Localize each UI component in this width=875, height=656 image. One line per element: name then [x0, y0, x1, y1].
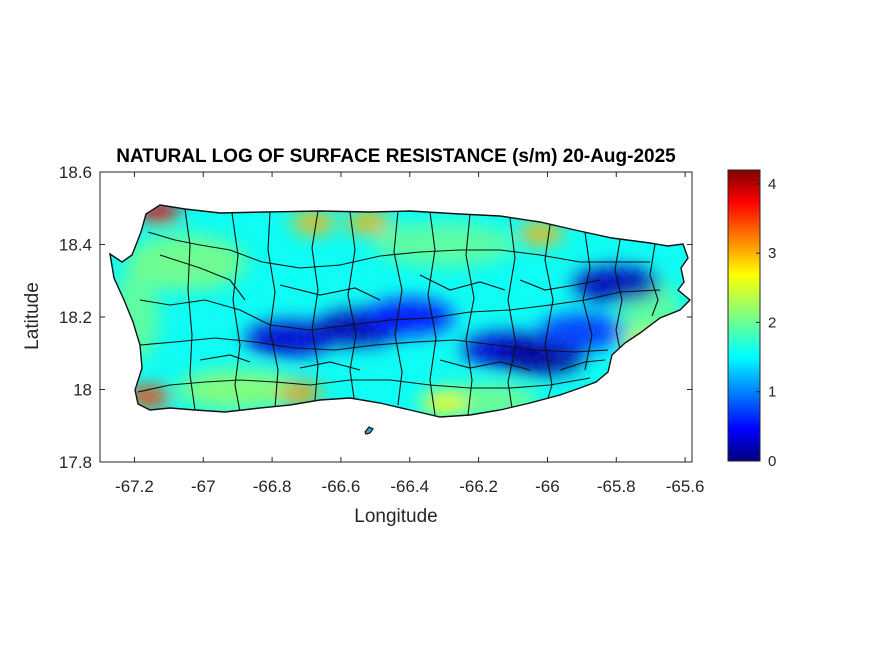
- boundary-line-20: [519, 279, 601, 291]
- x-tick-label: -66.8: [253, 477, 292, 496]
- boundary-line-6: [267, 211, 279, 409]
- boundary-line-23: [559, 359, 606, 371]
- chart-title: NATURAL LOG OF SURFACE RESISTANCE (s/m) …: [116, 146, 676, 167]
- boundary-line-7: [311, 210, 319, 401]
- y-tick-label: 18: [73, 381, 92, 400]
- x-tick-label: -66: [535, 477, 560, 496]
- colorbar-gradient: [727, 169, 761, 462]
- boundary-line-16: [649, 243, 659, 317]
- boundary-line-12: [507, 217, 517, 409]
- x-tick-label: -66.6: [322, 477, 361, 496]
- boundary-line-17: [159, 254, 246, 301]
- x-tick-label: -65.8: [597, 477, 636, 496]
- boundary-line-4: [184, 208, 196, 411]
- colorbar-tick-label: 4: [768, 176, 776, 193]
- x-tick-label: -66.2: [459, 477, 498, 496]
- caja-de-muertos-island: [364, 426, 374, 435]
- x-tick-label: -67.2: [115, 477, 154, 496]
- y-axis: 17.8 18 18.2 18.4 18.6: [59, 163, 692, 472]
- boundary-line-10: [427, 211, 437, 416]
- y-tick-label: 18.6: [59, 163, 92, 182]
- colorbar: 0 1 2 3 4: [727, 169, 776, 470]
- boundary-line-9: [393, 210, 403, 406]
- boundary-line-14: [582, 231, 593, 371]
- boundary-line-5: [231, 212, 241, 413]
- boundary-line-3: [137, 377, 591, 393]
- boundary-line-19: [419, 274, 506, 291]
- colorbar-ticks: 0 1 2 3 4: [756, 176, 776, 470]
- surface-resistance-map: [109, 204, 692, 435]
- boundary-line-8: [347, 211, 357, 399]
- boundary-line-15: [614, 239, 623, 351]
- x-tick-label: -66.4: [390, 477, 429, 496]
- boundary-line-0: [147, 231, 650, 269]
- colorbar-tick-label: 0: [768, 453, 776, 470]
- colorbar-tick-label: 1: [768, 384, 776, 401]
- x-axis: -67.2 -67 -66.8 -66.6 -66.4 -66.2 -66 -65.8 -65.…: [115, 172, 704, 496]
- colorbar-tick-label: 2: [768, 314, 776, 331]
- x-tick-label: -65.6: [666, 477, 705, 496]
- boundary-line-11: [465, 213, 475, 416]
- boundary-line-21: [299, 361, 361, 371]
- boundary-line-18: [279, 284, 381, 301]
- x-tick-label: -67: [191, 477, 216, 496]
- boundary-line-2: [139, 337, 609, 353]
- y-tick-label: 18.2: [59, 308, 92, 327]
- boundary-line-24: [199, 354, 251, 363]
- boundary-line-1: [139, 289, 661, 331]
- y-tick-label: 17.8: [59, 453, 92, 472]
- y-tick-label: 18.4: [59, 236, 92, 255]
- y-axis-label: Latitude: [22, 282, 43, 350]
- municipality-boundaries: [137, 208, 661, 416]
- boundary-line-22: [439, 359, 531, 371]
- coastline: [109, 204, 692, 418]
- colorbar-tick-label: 3: [768, 245, 776, 262]
- boundary-line-13: [544, 224, 554, 399]
- x-axis-label: Longitude: [354, 506, 437, 527]
